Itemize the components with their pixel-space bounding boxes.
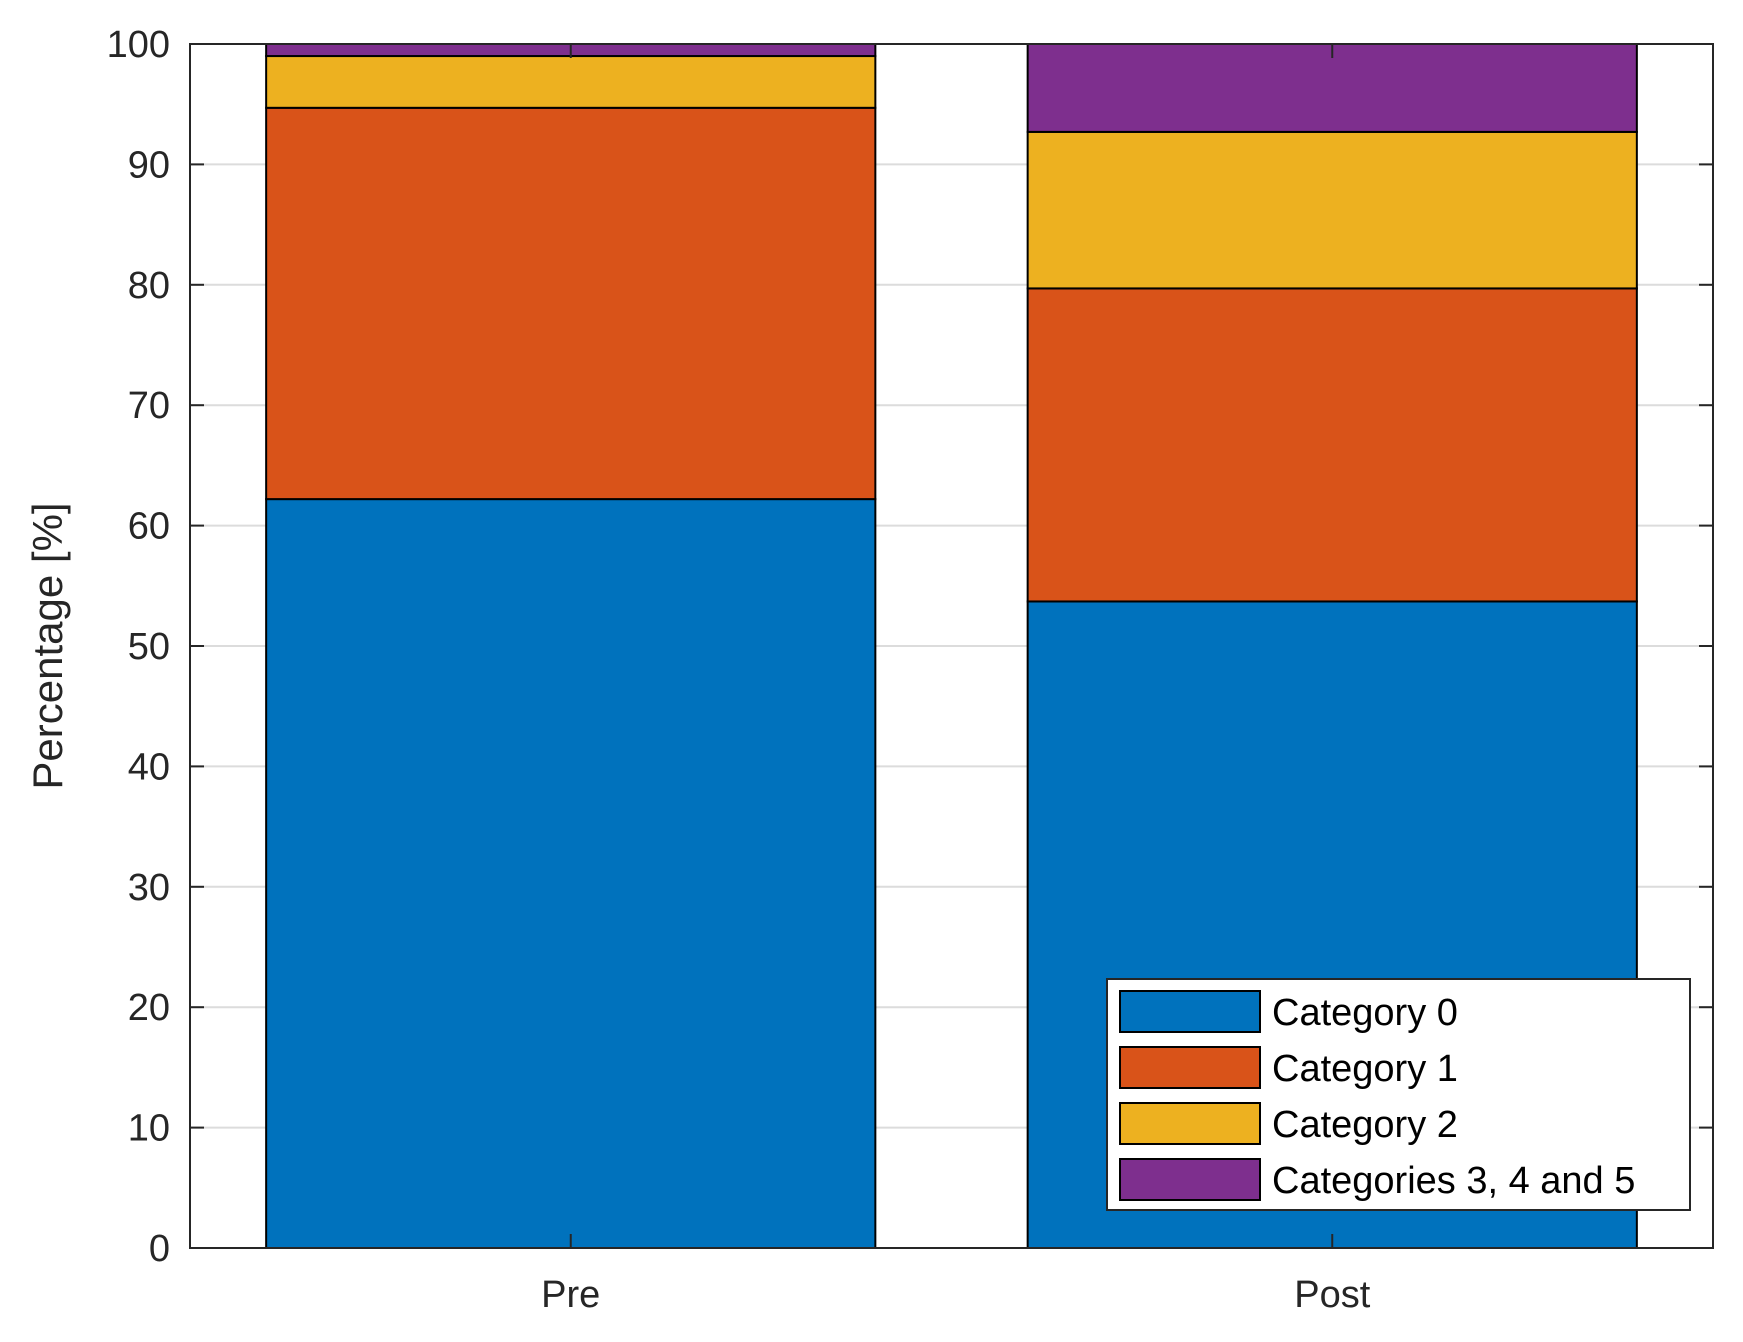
y-tick-label-0: 0	[149, 1228, 170, 1270]
legend-label-categories-3-4-and-5: Categories 3, 4 and 5	[1272, 1160, 1635, 1202]
y-tick-label-100: 100	[107, 24, 170, 66]
y-tick-label-80: 80	[128, 265, 170, 307]
y-tick-label-50: 50	[128, 626, 170, 668]
y-tick-label-70: 70	[128, 385, 170, 427]
y-tick-label-90: 90	[128, 144, 170, 186]
bar-post-category-2	[1026, 130, 1638, 290]
x-tick-label-post: Post	[1294, 1274, 1370, 1316]
y-axis-title: Percentage [%]	[24, 502, 71, 789]
y-tick-label-20: 20	[128, 987, 170, 1029]
x-tick-label-pre: Pre	[541, 1274, 600, 1316]
bar-post-category-1	[1026, 287, 1638, 603]
y-tick-label-40: 40	[128, 746, 170, 788]
bar-post-categories-3-4-and-5	[1026, 43, 1638, 133]
axis-labels: 0 10 20 30 40 50 60 70 80 90 100 Pre Post	[107, 24, 1371, 1316]
legend-label-category-2: Category 2	[1272, 1104, 1458, 1146]
legend-swatch-categories-3-4-and-5	[1119, 1158, 1261, 1201]
legend-label-category-1: Category 1	[1272, 1048, 1458, 1090]
legend-swatch-category-2	[1119, 1102, 1261, 1145]
legend-swatch-category-1	[1119, 1046, 1261, 1089]
legend: Category 0 Category 1 Category 2 Categories…	[1106, 978, 1691, 1211]
axis-ticks	[190, 43, 1713, 1249]
bar-pre-category-1	[265, 106, 877, 501]
y-tick-label-10: 10	[128, 1108, 170, 1150]
y-tick-label-30: 30	[128, 867, 170, 909]
bar-pre-category-0	[265, 498, 877, 1249]
legend-swatch-category-0	[1119, 990, 1261, 1033]
bar-pre-category-2	[265, 55, 877, 109]
bars	[265, 43, 1638, 1249]
y-tick-label-60: 60	[128, 506, 170, 548]
legend-label-category-0: Category 0	[1272, 992, 1458, 1034]
